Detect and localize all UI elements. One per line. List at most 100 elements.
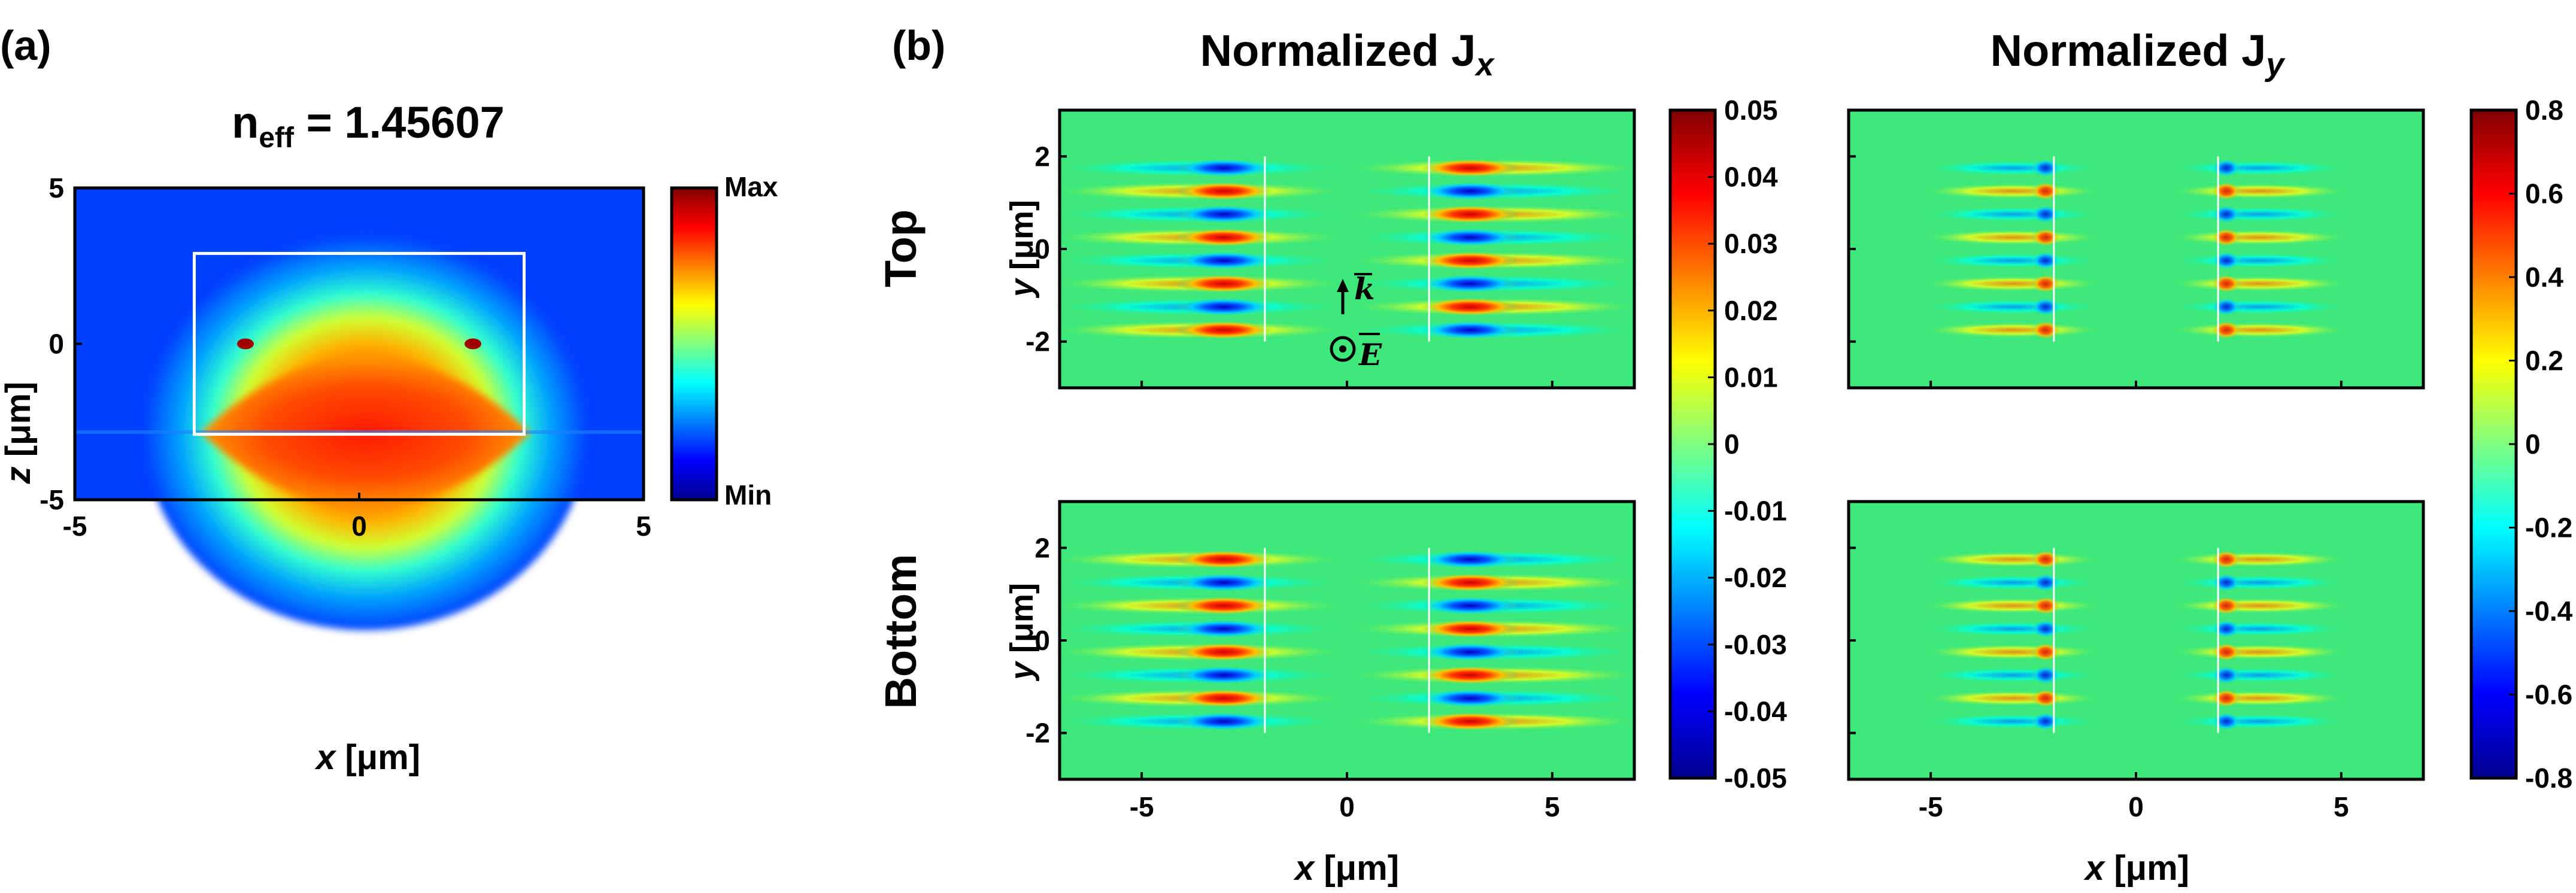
current-stripe-core: [1421, 550, 1520, 569]
current-stripe-core: [2211, 550, 2241, 569]
mode-profile-plot: [73, 186, 645, 630]
current-stripe-tail: [1922, 322, 2104, 338]
current-stripe-core: [1175, 596, 1273, 615]
mode-colorbar-gradient: [672, 188, 717, 500]
current-stripe-core: [1175, 666, 1273, 685]
colorbar-tick-label: -0.01: [1724, 496, 1787, 527]
current-stripe-tail: [1922, 160, 2104, 176]
current-stripe-core: [1421, 274, 1520, 293]
current-stripe-core: [2031, 320, 2061, 339]
current-stripe-core: [1421, 712, 1520, 731]
current-stripe-tail: [2168, 597, 2350, 614]
colorbar-tick-label: 0.04: [1724, 162, 1778, 193]
map-y-tick-label: -2: [1025, 326, 1050, 357]
colorbar-tick-label: 0: [2525, 429, 2541, 460]
current-stripe-core: [1175, 689, 1273, 708]
current-stripe-tail: [1922, 229, 2104, 245]
colorbar-tick-label: -0.6: [2525, 679, 2572, 710]
current-stripe-core: [1421, 642, 1520, 661]
mode-y-tick-label: 5: [48, 172, 64, 203]
current-stripe-tail: [1922, 275, 2104, 292]
current-stripe-core: [2031, 228, 2061, 247]
jx-colorbar: 0.05 0.04 0.03 0.02 0.01 0 -0.01 -0.02 -0.03 -0.0…: [1668, 95, 1787, 794]
current-stripe-tail: [2168, 183, 2350, 199]
current-stripe-core: [1421, 297, 1520, 317]
current-stripe-tail: [2168, 253, 2350, 269]
map-y-tick-label: 0: [1034, 625, 1050, 656]
mode-xlabel: x [μm]: [314, 738, 420, 777]
waveguide-outline: [193, 251, 526, 436]
mode-x-tick-label: 0: [351, 511, 367, 542]
colorbar-tick-label: -0.05: [1724, 763, 1787, 794]
colorbar-max-label: Max: [724, 171, 778, 202]
colorbar-tick-label: 0: [1724, 429, 1740, 460]
current-stripe-tail: [2168, 644, 2350, 660]
current-stripe-core: [1175, 320, 1273, 339]
current-stripe-core: [2211, 666, 2241, 685]
colorbar-tick-label: -0.02: [1724, 562, 1787, 593]
k-e-annotation: k E: [1330, 271, 1382, 372]
current-maps-axes: -2 0 2 -5 0 5 -2 0 2 -5 0 5: [1025, 141, 2349, 822]
mode-ylabel: z [μm]: [0, 382, 38, 485]
current-stripe-core: [2031, 573, 2061, 592]
colorbar-tick-label: 0.8: [2525, 95, 2563, 126]
current-stripe-core: [2031, 619, 2061, 639]
colorbar-tick-label: -0.8: [2525, 763, 2572, 794]
current-stripe-core: [1175, 251, 1273, 270]
map-x-tick-label: 0: [2128, 791, 2144, 822]
jx-bottom-map: [1051, 500, 1643, 781]
current-stripe-core: [2211, 181, 2241, 201]
current-stripe-tail: [2168, 299, 2350, 315]
e-out-of-plane-dot: [1339, 345, 1346, 353]
col-title-jy: Normalized Jy: [1991, 26, 2286, 83]
current-stripe-core: [1421, 689, 1520, 708]
map-y-tick-label: 2: [1034, 141, 1050, 172]
current-stripe-tail: [2168, 575, 2350, 591]
field-background: [1060, 110, 1634, 388]
mode-y-tick-label: 0: [48, 329, 64, 360]
map-x-tick-label: -5: [1130, 791, 1154, 822]
current-stripe-tail: [1922, 644, 2104, 660]
current-stripe-core: [2031, 205, 2061, 224]
jx-xlabel: x [μm]: [1293, 849, 1399, 888]
current-stripe-tail: [1922, 713, 2104, 730]
current-stripe-core: [1175, 228, 1273, 247]
panel-b-label: (b): [892, 22, 945, 69]
map-x-tick-label: 0: [1339, 791, 1355, 822]
mode-hotspot: [237, 338, 254, 350]
colorbar-tick-label: 0.03: [1724, 228, 1778, 259]
mode-colorbar: Max Min: [670, 171, 778, 511]
current-stripe-tail: [1922, 183, 2104, 199]
map-x-tick-label: 5: [2334, 791, 2349, 822]
current-stripe-core: [1175, 642, 1273, 661]
current-stripe-core: [2031, 712, 2061, 731]
current-stripe-core: [2211, 205, 2241, 224]
current-stripe-core: [1175, 205, 1273, 224]
mode-title: neff = 1.45607: [232, 98, 505, 154]
current-stripe-tail: [2168, 206, 2350, 223]
current-stripe-core: [1421, 666, 1520, 685]
jx-top-map: [1051, 108, 1643, 390]
current-stripe-tail: [1922, 621, 2104, 637]
colorbar-tick-label: -0.4: [2525, 596, 2573, 627]
jy-colorbar: 0.8 0.6 0.4 0.2 0 -0.2 -0.4 -0.6 -0.8: [2469, 95, 2573, 794]
current-stripe-core: [1175, 274, 1273, 293]
current-stripe-tail: [2168, 621, 2350, 637]
current-stripe-core: [1421, 181, 1520, 201]
mode-axes: -5 0 5 -5 0 5: [40, 172, 651, 542]
current-stripe-core: [1175, 712, 1273, 731]
current-stripe-core: [2211, 573, 2241, 592]
colorbar-tick-label: 0.6: [2525, 178, 2563, 209]
current-stripe-core: [1421, 619, 1520, 639]
current-stripe-tail: [1922, 575, 2104, 591]
map-y-tick-label: 2: [1034, 532, 1050, 563]
colorbar-tick-label: 0.02: [1724, 295, 1778, 326]
current-stripe-core: [1175, 550, 1273, 569]
current-stripe-core: [1421, 320, 1520, 339]
current-stripe-tail: [2168, 667, 2350, 684]
k-label: k: [1354, 271, 1375, 306]
current-stripe-tail: [2168, 160, 2350, 176]
current-stripe-core: [1175, 573, 1273, 592]
current-stripe-core: [2031, 274, 2061, 293]
col-title-jx: Normalized Jx: [1200, 26, 1495, 83]
